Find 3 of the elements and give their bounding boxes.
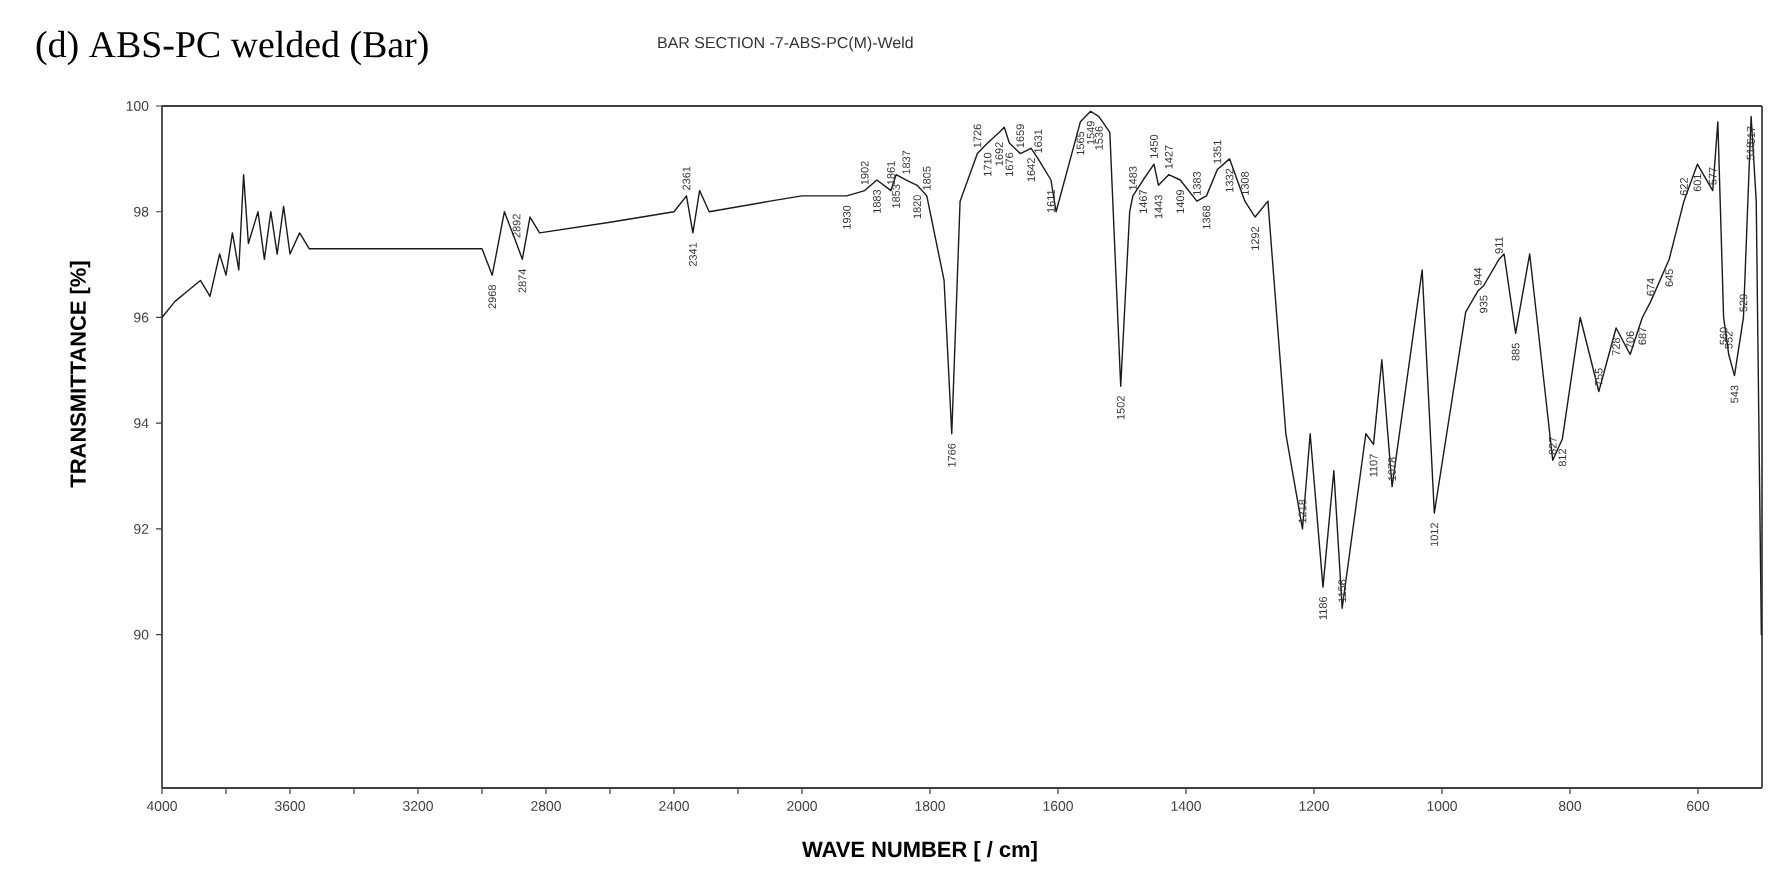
y-axis-title: TRANSMITTANCE [%]	[69, 261, 91, 488]
chart-title: (d) ABS-PC welded (Bar)	[36, 30, 428, 66]
x-axis-title: WAVE NUMBER [ / cm]	[802, 841, 1037, 862]
